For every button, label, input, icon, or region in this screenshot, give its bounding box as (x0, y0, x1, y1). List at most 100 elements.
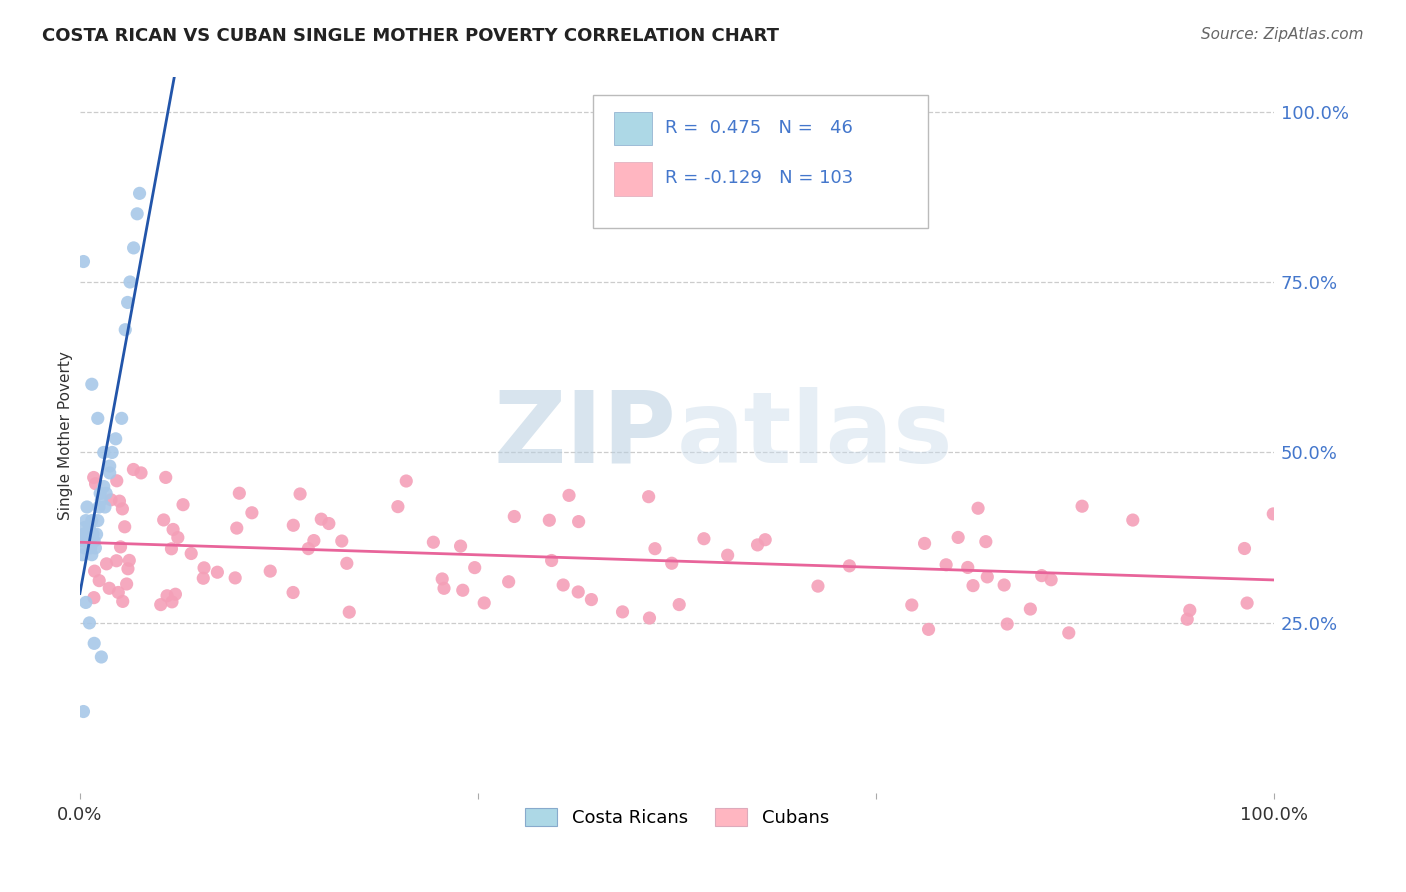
Point (288, 487, 311, 501)
Point (80, 514, 103, 528)
Point (281, 585, 304, 599)
Point (79, 527, 101, 541)
Point (451, 583, 474, 598)
Point (79, 541, 101, 555)
Point (93, 479, 115, 493)
Point (75, 527, 97, 541)
Point (77, 527, 100, 541)
Point (946, 530, 969, 544)
Point (432, 572, 454, 586)
Point (228, 486, 250, 500)
Point (668, 598, 690, 612)
Point (962, 579, 984, 593)
Point (503, 509, 526, 524)
Point (638, 611, 661, 625)
Point (90, 493, 112, 508)
Point (297, 541, 319, 556)
Point (118, 275, 141, 289)
Point (94, 486, 117, 500)
Point (155, 470, 177, 484)
Point (336, 557, 359, 571)
Y-axis label: Single Mother Poverty: Single Mother Poverty (58, 351, 73, 520)
Point (558, 488, 581, 502)
Point (567, 585, 589, 599)
FancyBboxPatch shape (613, 112, 652, 145)
Point (612, 605, 634, 619)
Point (225, 521, 247, 535)
Point (79, 534, 101, 549)
Text: R =  0.475   N =   46: R = 0.475 N = 46 (665, 119, 853, 136)
Point (86, 527, 108, 541)
Point (110, 540, 132, 554)
Point (661, 556, 683, 570)
Point (152, 513, 174, 527)
Text: COSTA RICAN VS CUBAN SINGLE MOTHER POVERTY CORRELATION CHART: COSTA RICAN VS CUBAN SINGLE MOTHER POVER… (42, 27, 779, 45)
Point (995, 617, 1018, 632)
Point (80, 548, 103, 562)
Point (754, 533, 776, 547)
Point (108, 494, 131, 508)
Point (166, 531, 188, 545)
Point (967, 501, 990, 516)
Text: ZIP: ZIP (494, 387, 676, 483)
Point (433, 582, 456, 596)
Point (1040, 573, 1063, 587)
Point (240, 506, 263, 520)
Point (111, 594, 134, 608)
Point (82, 527, 104, 541)
Point (538, 513, 561, 527)
Point (87, 514, 110, 528)
Point (1175, 612, 1198, 626)
Point (993, 578, 1015, 592)
Point (127, 207, 149, 221)
Point (96, 557, 118, 571)
Point (128, 186, 150, 201)
Point (160, 541, 183, 556)
Point (422, 535, 444, 549)
Point (395, 474, 418, 488)
Point (900, 598, 922, 612)
Point (72, 254, 94, 268)
Text: atlas: atlas (676, 387, 953, 483)
Point (337, 605, 360, 619)
Point (149, 598, 172, 612)
Point (84, 476, 107, 491)
Point (259, 564, 281, 578)
Point (207, 566, 229, 580)
Point (72, 705, 94, 719)
Point (72, 534, 94, 549)
Point (117, 562, 139, 576)
Point (1019, 602, 1042, 616)
Point (553, 578, 575, 592)
Point (117, 295, 139, 310)
FancyBboxPatch shape (593, 95, 928, 227)
Point (129, 466, 152, 480)
Point (717, 548, 740, 562)
Point (73, 541, 96, 555)
Point (693, 532, 716, 546)
Point (101, 445, 124, 459)
Point (89, 486, 111, 500)
Point (79, 615, 101, 630)
Point (83, 534, 105, 549)
Point (83, 636, 105, 650)
Point (540, 553, 562, 567)
Point (100, 492, 122, 507)
Point (935, 558, 957, 572)
Point (464, 560, 486, 574)
Point (224, 571, 246, 585)
Point (387, 500, 409, 514)
Point (747, 538, 769, 552)
Point (122, 462, 145, 476)
Point (581, 592, 603, 607)
Point (115, 577, 138, 591)
Point (193, 571, 215, 585)
Point (165, 587, 187, 601)
Point (93, 445, 115, 459)
Point (917, 623, 939, 637)
Point (162, 523, 184, 537)
Point (107, 585, 129, 599)
Point (105, 554, 128, 568)
Point (156, 589, 179, 603)
Point (114, 520, 136, 534)
